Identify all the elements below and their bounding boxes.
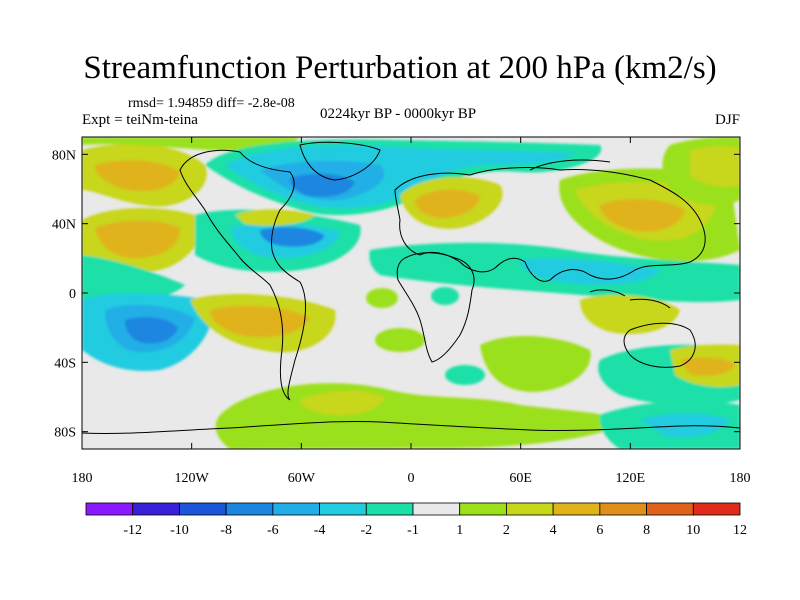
legend-label: 6: [596, 523, 603, 538]
contour-southern-ocean-pos-core: [300, 390, 385, 416]
legend-swatch: [272, 502, 320, 516]
x-tick-label: 120E: [616, 471, 646, 486]
x-tick-label: 60E: [509, 471, 532, 486]
contour-sw-pacific-neg-core: [125, 317, 178, 344]
legend-label: 2: [503, 523, 510, 538]
contour-eq-atlantic-pos: [366, 288, 398, 308]
x-tick-label: 0: [408, 471, 415, 486]
contour-arctic-strip: [82, 137, 300, 151]
y-tick-label: 80S: [54, 426, 76, 441]
legend-label: -2: [360, 523, 372, 538]
experiment-label: Expt = teiNm-teina: [82, 112, 198, 128]
coast-maritime-continent: [589, 289, 671, 309]
legend-swatch: [506, 502, 554, 516]
y-tick-label: 80N: [52, 148, 76, 163]
contour-n-pacific-pos-core: [95, 160, 180, 192]
contour-subtrop-pacific-core: [95, 220, 180, 258]
legend-swatch: [459, 502, 507, 516]
legend-label: 10: [686, 523, 700, 538]
contour-field: [82, 137, 740, 449]
legend-swatch: [319, 502, 367, 516]
contour-s-atlantic-neg: [445, 365, 485, 385]
legend-label: -1: [407, 523, 419, 538]
legend-swatch: [132, 502, 180, 516]
legend-label: 1: [456, 523, 463, 538]
y-tick-label: 40S: [54, 356, 76, 371]
time-period-label: 0224kyr BP - 0000kyr BP: [320, 106, 477, 122]
x-tick-label: 120W: [175, 471, 210, 486]
legend-swatch: [179, 502, 227, 516]
season-label: DJF: [714, 112, 740, 128]
coast-antarctica: [82, 421, 740, 434]
contour-s-pacific-pos-core: [210, 305, 310, 338]
coast-australia: [623, 322, 696, 368]
contour-ne-asia-pos-core: [690, 146, 740, 187]
contour-eq-africa-neg: [431, 287, 459, 305]
contour-eq-pacific-neg: [82, 255, 185, 302]
contour-atlantic-pos: [235, 209, 315, 226]
rmsd-diff-stats: rmsd= 1.94859 diff= -2.8e-08: [128, 96, 295, 111]
y-tick-label: 40N: [52, 218, 76, 233]
legend-label: 8: [643, 523, 650, 538]
contour-s-atlantic-pos: [375, 328, 425, 352]
color-legend: -12 -10 -8 -6 -4 -2 -1 1 2 4 6 8 10 12: [85, 502, 747, 538]
map-axes: 180 120W 60W 0 60E 120E 180 80N 40N 0 40S 80S: [52, 137, 751, 486]
legend-swatch: [646, 502, 694, 516]
contour-gulf-neg-core: [260, 227, 325, 247]
coastlines: [82, 141, 740, 434]
contour-tropical-neg-core: [520, 258, 660, 285]
legend-swatch: [225, 502, 274, 516]
plot-title: Streamfunction Perturbation at 200 hPa (…: [83, 50, 717, 86]
coast-americas: [179, 149, 306, 401]
contour-europe-pos-core: [415, 189, 480, 218]
legend-swatch: [552, 502, 601, 516]
legend-swatch: [412, 502, 461, 516]
legend-swatch: [85, 502, 134, 516]
x-tick-label: 60W: [288, 471, 316, 486]
legend-swatch: [692, 502, 741, 516]
legend-label: -8: [220, 523, 232, 538]
legend-label: -12: [123, 523, 142, 538]
x-tick-label: 180: [72, 471, 93, 486]
y-tick-label: 0: [69, 287, 76, 302]
legend-label: -6: [267, 523, 279, 538]
x-tick-label: 180: [730, 471, 751, 486]
legend-label: -10: [170, 523, 189, 538]
coast-greenland: [299, 141, 381, 181]
contour-tasman-pos-core: [680, 357, 735, 376]
legend-label: 12: [733, 523, 747, 538]
legend-label: 4: [550, 523, 557, 538]
coast-siberia: [529, 159, 611, 171]
legend-swatch: [599, 502, 647, 516]
contour-asia-pos-core: [600, 198, 685, 232]
legend-label: -4: [314, 523, 326, 538]
legend-swatch: [365, 502, 414, 516]
contour-antarctic-neg-core: [640, 413, 730, 438]
contour-indian-pos: [480, 335, 591, 392]
coast-africa: [396, 252, 475, 363]
